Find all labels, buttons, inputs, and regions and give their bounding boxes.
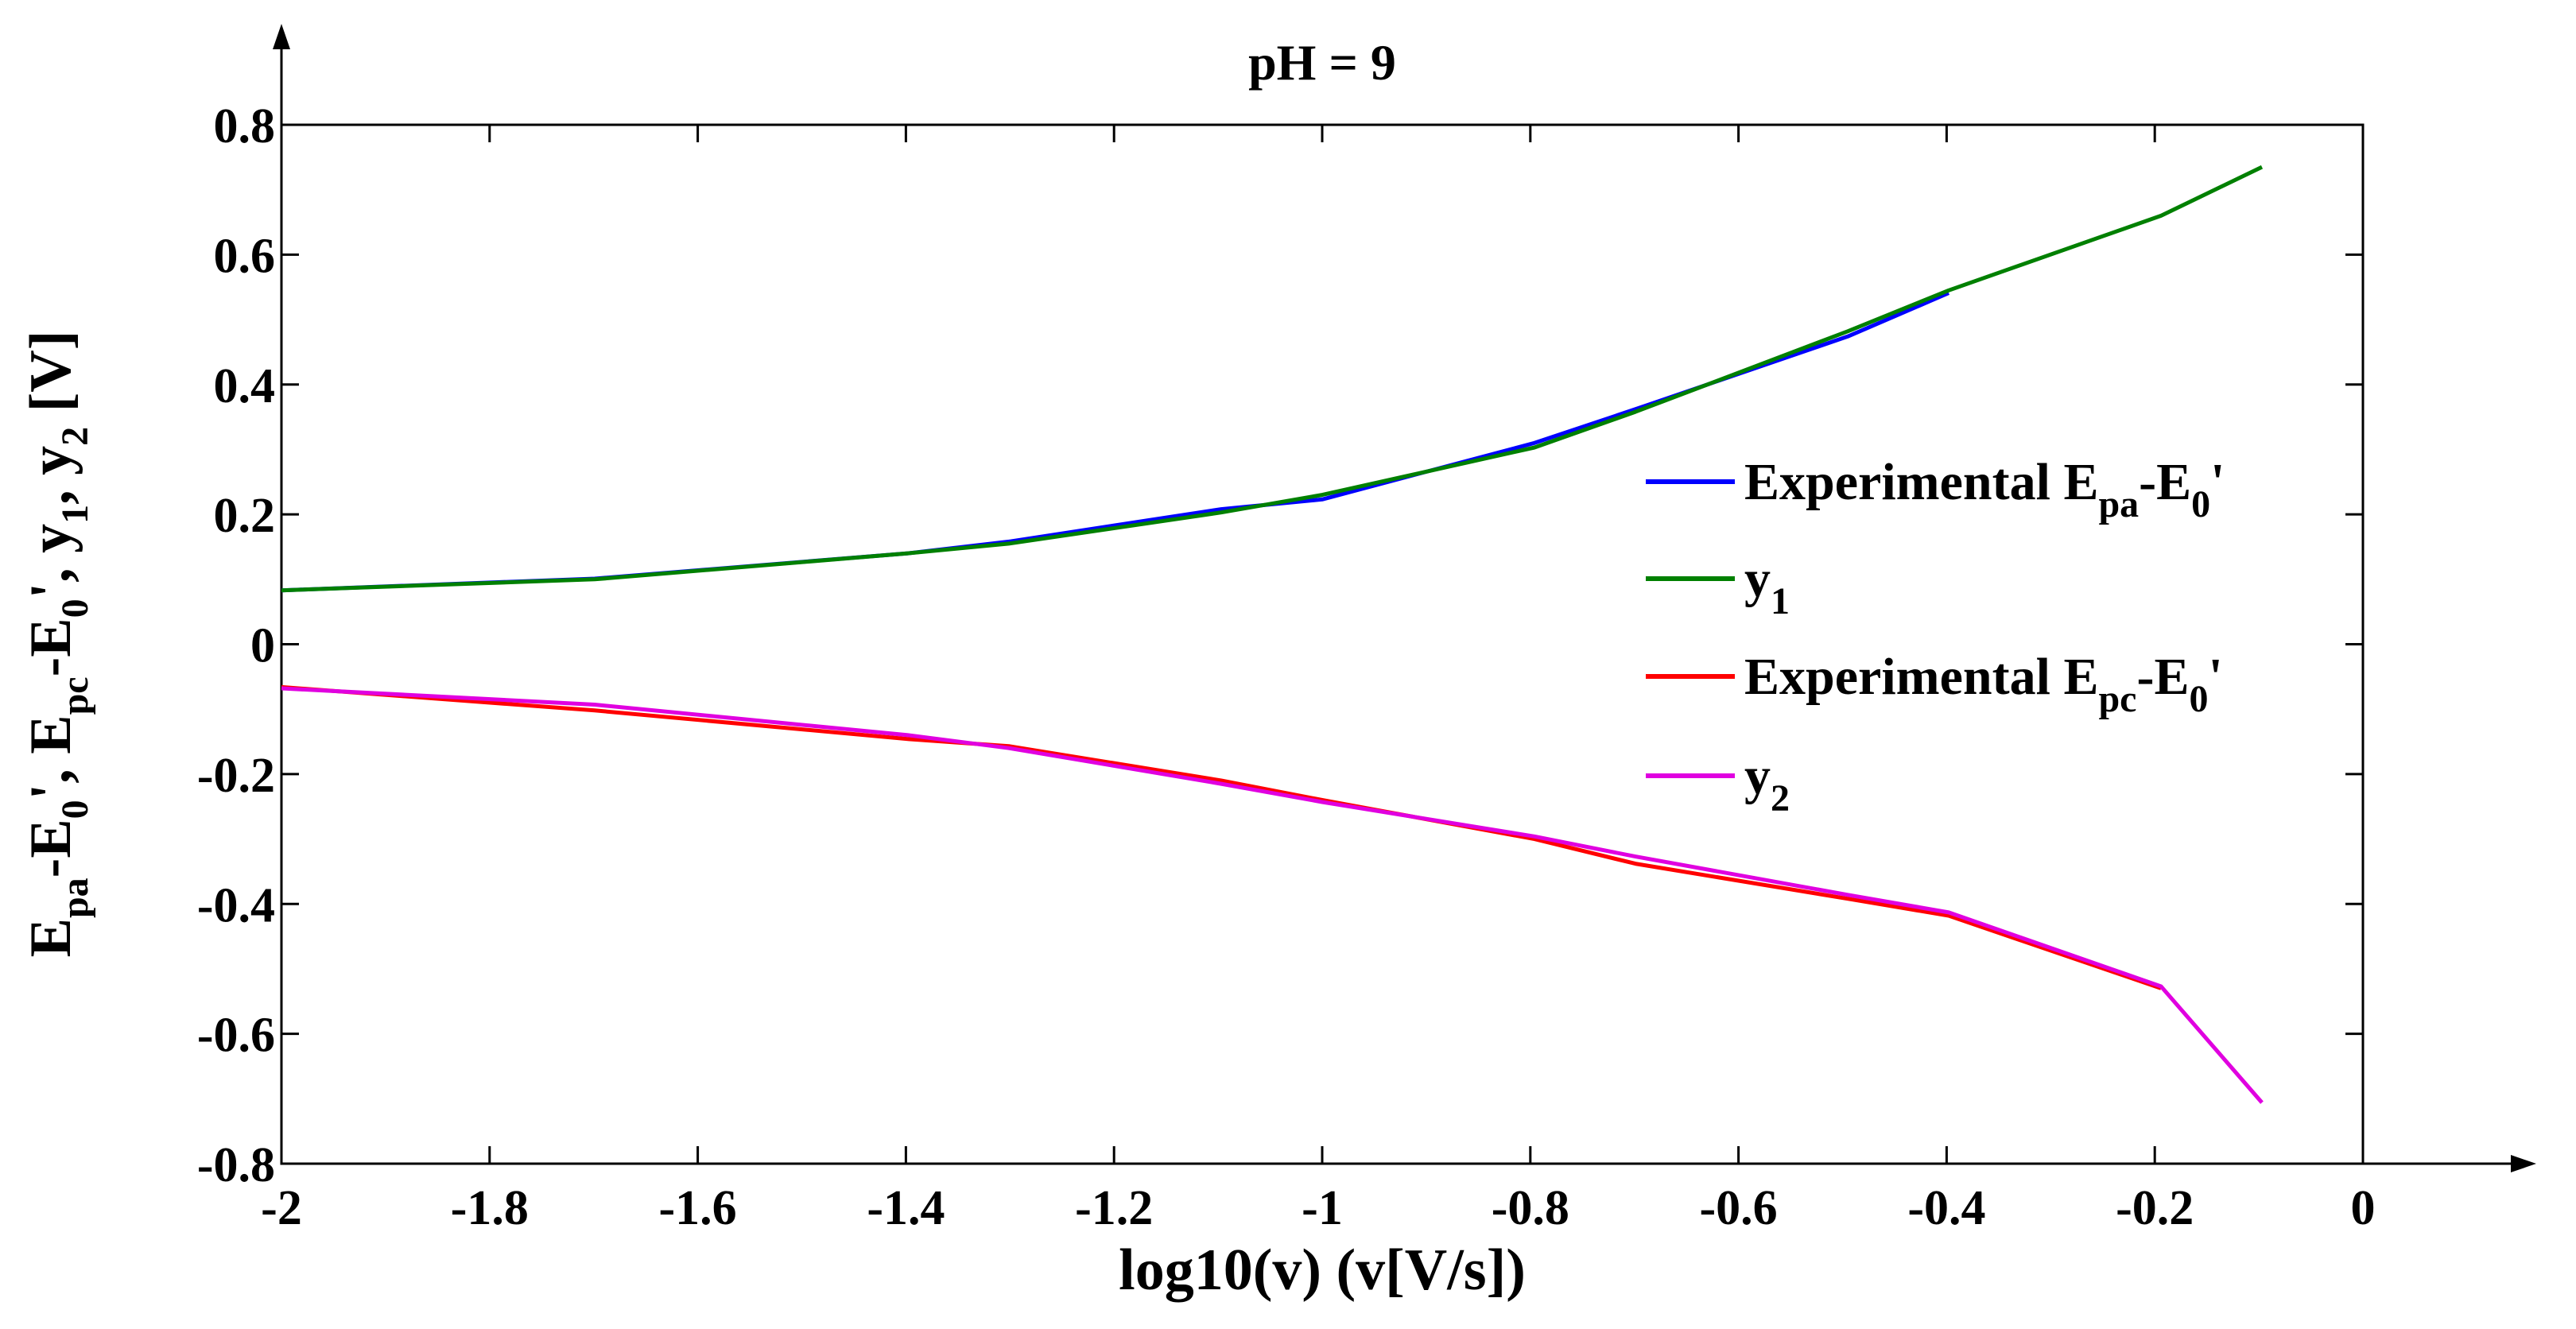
- x-tick-label: -1.8: [451, 1181, 529, 1235]
- x-axis-arrowhead: [2511, 1155, 2536, 1172]
- legend: Experimental Epa-E0' y1 Experimental Epc-E…: [1646, 453, 2225, 819]
- legend-label-1: Experimental Epa-E0': [1744, 453, 2225, 525]
- legend-label-4: y2: [1744, 747, 1790, 819]
- x-tick-label: -1.4: [867, 1181, 945, 1235]
- series-line-1: [281, 291, 1949, 593]
- y-tick-label: 0: [250, 619, 275, 673]
- x-tick-label: -0.6: [1700, 1181, 1778, 1235]
- y-tick-label: 0.4: [214, 359, 276, 413]
- labels: -2 -1.8 -1.6 -1.4 -1.2 -1 -0.8 -0.6 -0.4 -0.2 0 0.8…: [18, 34, 2376, 1303]
- x-tick-label: -1.2: [1075, 1181, 1153, 1235]
- y-axis-arrowhead: [273, 24, 290, 49]
- series-line-3: [281, 684, 2162, 990]
- x-tick-label: -1: [1302, 1181, 1343, 1235]
- y-axis-label: Epa-E0', Epc-E0', y1, y2 [V]: [18, 331, 96, 958]
- x-tick-label: -0.4: [1907, 1181, 1985, 1235]
- legend-label-3: Experimental Epc-E0': [1744, 648, 2223, 720]
- series-line-2: [281, 165, 2264, 593]
- y-tick-label: -0.2: [197, 749, 275, 803]
- plot-frame: [280, 123, 2365, 1165]
- y-tick-label: 0.8: [214, 99, 276, 153]
- y-tick-label: -0.4: [197, 878, 275, 932]
- series-line-4: [281, 686, 2264, 1104]
- axes: [273, 24, 2536, 1172]
- y-tick-label: -0.6: [197, 1009, 275, 1063]
- y-tick-label: 0.2: [214, 489, 276, 543]
- x-tick-label: -1.6: [659, 1181, 737, 1235]
- y-tick-label: 0.6: [214, 229, 276, 283]
- legend-label-2: y1: [1744, 550, 1790, 622]
- x-tick-label: -2: [261, 1181, 302, 1235]
- x-tick-label: -0.8: [1492, 1181, 1569, 1235]
- y-axis-label-group: Epa-E0', Epc-E0', y1, y2 [V]: [18, 331, 96, 958]
- y-tick-label: -0.8: [197, 1138, 275, 1192]
- x-tick-label: -0.2: [2116, 1181, 2194, 1235]
- series-lines: [281, 165, 2264, 1104]
- x-tick-label: 0: [2351, 1181, 2376, 1235]
- x-axis-label: log10(v) (v[V/s]): [1119, 1238, 1526, 1303]
- chart-title: pH = 9: [1248, 34, 1396, 91]
